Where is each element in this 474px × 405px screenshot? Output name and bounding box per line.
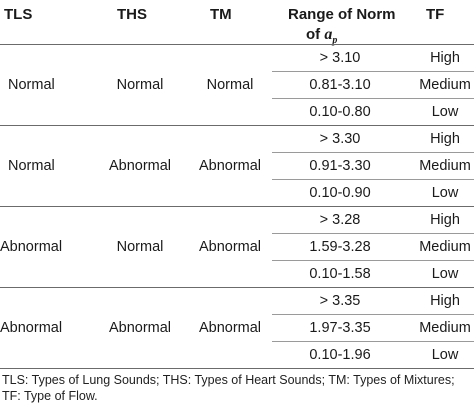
range-cell: 0.91-3.30 xyxy=(309,158,371,174)
group-divider xyxy=(0,287,474,288)
group-4-ths: Abnormal xyxy=(108,320,172,336)
row-divider xyxy=(272,152,474,153)
range-cell: 0.10-0.90 xyxy=(309,185,371,201)
header-range-symbol: a xyxy=(324,26,333,43)
group-1-tls: Normal xyxy=(8,77,55,93)
tf-cell: Low xyxy=(431,347,459,363)
row-divider xyxy=(272,233,474,234)
header-tls: TLS xyxy=(4,6,33,23)
header-range-subscript: p xyxy=(332,35,338,46)
group-divider xyxy=(0,206,474,207)
group-3-tm: Abnormal xyxy=(198,239,262,255)
tf-cell: Medium xyxy=(419,239,471,255)
tf-cell: Low xyxy=(431,266,459,282)
tf-cell: Low xyxy=(431,104,459,120)
group-2-tls: Normal xyxy=(8,158,55,174)
header-ths: THS xyxy=(117,6,147,23)
range-cell: 0.10-1.58 xyxy=(309,266,371,282)
tf-cell: Medium xyxy=(419,158,471,174)
header-rule xyxy=(0,44,474,45)
range-cell: 0.10-0.80 xyxy=(309,104,371,120)
row-divider xyxy=(272,314,474,315)
group-divider xyxy=(0,125,474,126)
range-cell: 0.81-3.10 xyxy=(309,77,371,93)
tf-cell: Medium xyxy=(419,77,471,93)
tf-cell: High xyxy=(430,293,460,309)
range-cell: 1.97-3.35 xyxy=(309,320,371,336)
header-tm: TM xyxy=(210,6,232,23)
range-cell: > 3.35 xyxy=(319,293,361,309)
header-range-line2: of ap xyxy=(306,26,337,49)
group-4-tls: Abnormal xyxy=(0,320,63,336)
header-range-line1: Range of Norm xyxy=(288,6,396,23)
range-cell: 0.10-1.96 xyxy=(309,347,371,363)
tf-cell: Low xyxy=(431,185,459,201)
tf-cell: High xyxy=(430,131,460,147)
range-cell: > 3.30 xyxy=(319,131,361,147)
row-divider xyxy=(272,260,474,261)
range-cell: > 3.10 xyxy=(319,50,361,66)
range-cell: > 3.28 xyxy=(319,212,361,228)
tf-cell: High xyxy=(430,50,460,66)
header-tf: TF xyxy=(426,6,445,23)
group-2-tm: Abnormal xyxy=(198,158,262,174)
group-3-ths: Normal xyxy=(116,239,164,255)
group-1-ths: Normal xyxy=(116,77,164,93)
table-bottom-rule xyxy=(0,368,474,369)
header-range-of: of xyxy=(306,26,325,43)
table-footnote: TLS: Types of Lung Sounds; THS: Types of… xyxy=(2,373,455,403)
row-divider xyxy=(272,71,474,72)
group-4-tm: Abnormal xyxy=(198,320,262,336)
row-divider xyxy=(272,341,474,342)
group-1-tm: Normal xyxy=(206,77,254,93)
group-2-ths: Abnormal xyxy=(108,158,172,174)
range-cell: 1.59-3.28 xyxy=(309,239,371,255)
tf-cell: Medium xyxy=(419,320,471,336)
row-divider xyxy=(272,179,474,180)
tf-cell: High xyxy=(430,212,460,228)
group-3-tls: Abnormal xyxy=(0,239,63,255)
row-divider xyxy=(272,98,474,99)
